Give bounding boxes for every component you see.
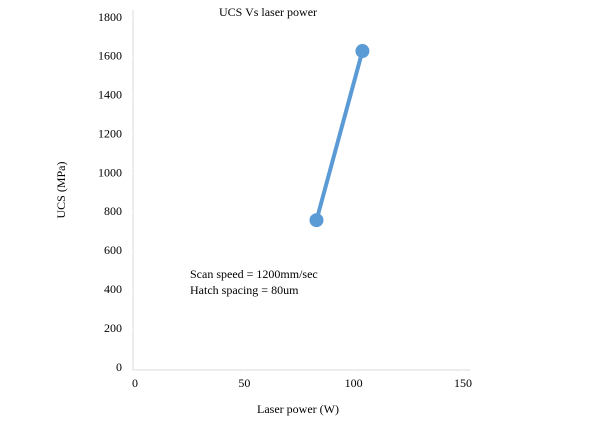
y-tick-label: 1600 xyxy=(98,49,122,63)
y-tick-label: 600 xyxy=(104,243,122,257)
x-tick-label: 150 xyxy=(454,376,472,390)
y-tick-label: 1000 xyxy=(98,165,122,179)
point xyxy=(355,44,370,59)
x-axis-label: Laser power (W) xyxy=(257,402,339,416)
y-tick-label: 200 xyxy=(104,321,122,335)
y-tick-label: 1200 xyxy=(98,126,122,140)
y-tick-label: 400 xyxy=(104,282,122,296)
point xyxy=(309,213,324,228)
x-tick-label: 0 xyxy=(132,376,138,390)
y-tick-label: 1400 xyxy=(98,88,122,102)
series-line xyxy=(314,50,365,221)
chart-title: UCS Vs laser power xyxy=(219,5,317,19)
x-tick-label: 50 xyxy=(238,376,250,390)
annotation: Hatch spacing = 80um xyxy=(190,283,299,297)
y-tick-label: 0 xyxy=(116,360,122,374)
y-axis-label: UCS (MPa) xyxy=(54,161,68,218)
y-tick-label: 800 xyxy=(104,204,122,218)
y-tick-label: 1800 xyxy=(98,10,122,24)
annotation: Scan speed = 1200mm/sec xyxy=(190,267,318,281)
x-tick-label: 100 xyxy=(345,376,363,390)
